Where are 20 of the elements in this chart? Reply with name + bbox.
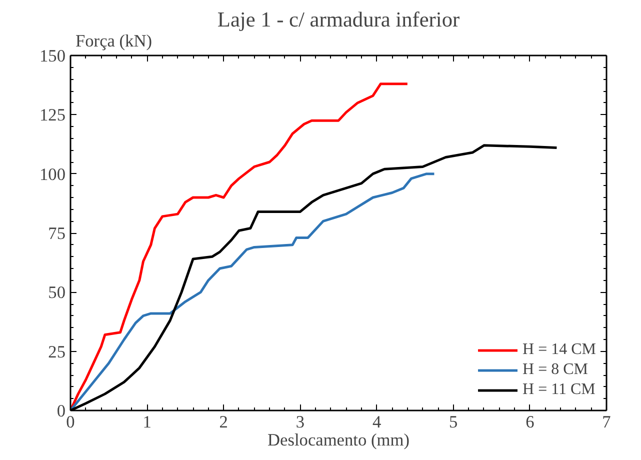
x-tick-label: 4 — [372, 412, 382, 432]
line-series — [70, 172, 436, 410]
y-tick-label: 150 — [40, 46, 66, 66]
y-tick-label: 75 — [48, 224, 66, 243]
legend-label: H = 11 CM — [522, 381, 596, 399]
legend-label: H = 14 CM — [522, 341, 596, 359]
x-tick-label: 7 — [602, 412, 612, 432]
y-tick-label: 25 — [48, 342, 66, 362]
legend-label: H = 8 CM — [522, 361, 588, 379]
chart-title: Laje 1 - c/ armadura inferior — [217, 8, 460, 32]
x-tick-label: 1 — [142, 412, 152, 432]
y-tick-label: 125 — [40, 106, 66, 125]
y-tick-label: 50 — [48, 283, 66, 302]
x-axis-title: Deslocamento (mm) — [268, 430, 410, 450]
y-tick-label: 100 — [40, 164, 66, 184]
x-tick-label: 6 — [526, 412, 535, 432]
x-tick-label: 3 — [296, 412, 305, 432]
y-axis-title: Força (kN) — [76, 32, 152, 50]
x-tick-label: 2 — [219, 412, 228, 432]
x-tick-label: 5 — [449, 412, 458, 432]
